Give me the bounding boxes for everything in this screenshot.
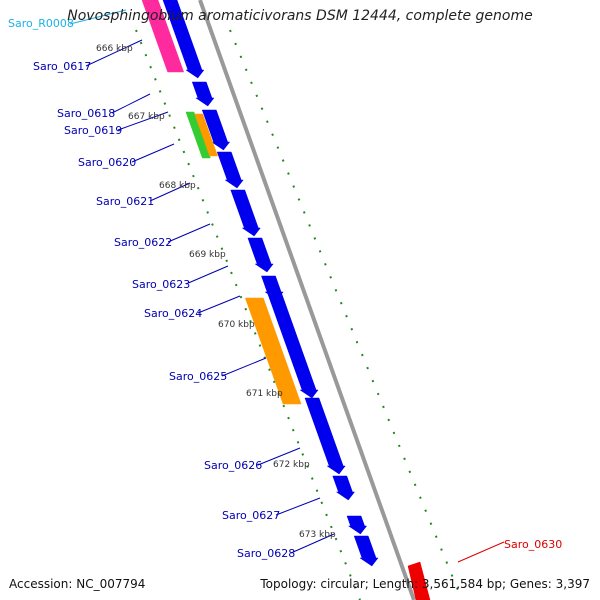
cds-feature[interactable] xyxy=(216,151,244,189)
cds-feature[interactable] xyxy=(230,189,261,237)
label-leader xyxy=(290,533,335,554)
gene-label-saro-0620[interactable]: Saro_0620 xyxy=(78,156,136,169)
red-feature[interactable] xyxy=(407,561,431,600)
map-title: Novosphingobium aromaticivorans DSM 1244… xyxy=(67,8,533,24)
cds-feature[interactable] xyxy=(267,293,319,399)
gene-label-saro-0617[interactable]: Saro_0617 xyxy=(33,60,91,73)
rrna-feature[interactable] xyxy=(141,0,185,73)
gene-label-saro-0619[interactable]: Saro_0619 xyxy=(64,124,122,137)
scale-tick-label: 670 kbp xyxy=(218,320,255,330)
accession-text: Accession: NC_007794 xyxy=(9,577,146,591)
gene-label-saro-0624[interactable]: Saro_0624 xyxy=(144,307,202,320)
cds-feature[interactable] xyxy=(304,397,346,475)
orange-feature[interactable] xyxy=(244,297,302,405)
label-leader xyxy=(185,265,229,285)
gene-label-saro-0630[interactable]: Saro_0630 xyxy=(504,538,562,551)
gene-label-saro-0628[interactable]: Saro_0628 xyxy=(237,547,295,560)
cds-feature[interactable] xyxy=(332,475,355,501)
scale-tick-label: 666 kbp xyxy=(96,44,133,54)
label-leader xyxy=(85,39,143,67)
label-leader xyxy=(275,497,321,516)
label-leader xyxy=(69,9,127,25)
gene-label-saro-0621[interactable]: Saro_0621 xyxy=(96,195,154,208)
gene-label-saro-0627[interactable]: Saro_0627 xyxy=(222,509,280,522)
scale-tick-label: 671 kbp xyxy=(246,389,283,399)
cds-feature[interactable] xyxy=(201,109,231,151)
cds-feature[interactable] xyxy=(353,535,379,567)
label-leader xyxy=(117,111,169,131)
label-leader xyxy=(257,447,301,466)
cds-feature[interactable] xyxy=(346,515,368,535)
label-leader xyxy=(457,541,505,563)
label-leader xyxy=(221,357,267,377)
genome-summary-text: Topology: circular; Length: 3,561,584 bp… xyxy=(260,577,590,591)
label-leader xyxy=(167,223,211,243)
cds-feature[interactable] xyxy=(162,0,205,79)
gene-label-saro-0626[interactable]: Saro_0626 xyxy=(204,459,262,472)
label-leader xyxy=(197,295,241,314)
scale-tick-label: 669 kbp xyxy=(189,250,226,260)
cds-feature[interactable] xyxy=(247,237,274,273)
gene-label-saro-0618[interactable]: Saro_0618 xyxy=(57,107,115,120)
genome-backbone xyxy=(198,0,416,600)
gene-label-saro-0623[interactable]: Saro_0623 xyxy=(132,278,190,291)
scale-tick-label: 667 kbp xyxy=(128,112,165,122)
cds-feature[interactable] xyxy=(191,81,215,107)
gene-label-saro-0625[interactable]: Saro_0625 xyxy=(169,370,227,383)
orange-feature[interactable] xyxy=(194,113,218,157)
scale-tick-label: 673 kbp xyxy=(299,530,336,540)
label-leader xyxy=(131,143,175,163)
gene-label-saro-0622[interactable]: Saro_0622 xyxy=(114,236,172,249)
green-feature[interactable] xyxy=(185,111,211,159)
scale-tick-label: 668 kbp xyxy=(159,181,196,191)
label-leader xyxy=(111,93,151,114)
scale-tick-label: 672 kbp xyxy=(273,460,310,470)
gene-label-saro-r0008[interactable]: Saro_R0008 xyxy=(8,17,74,30)
label-leader xyxy=(149,182,191,202)
